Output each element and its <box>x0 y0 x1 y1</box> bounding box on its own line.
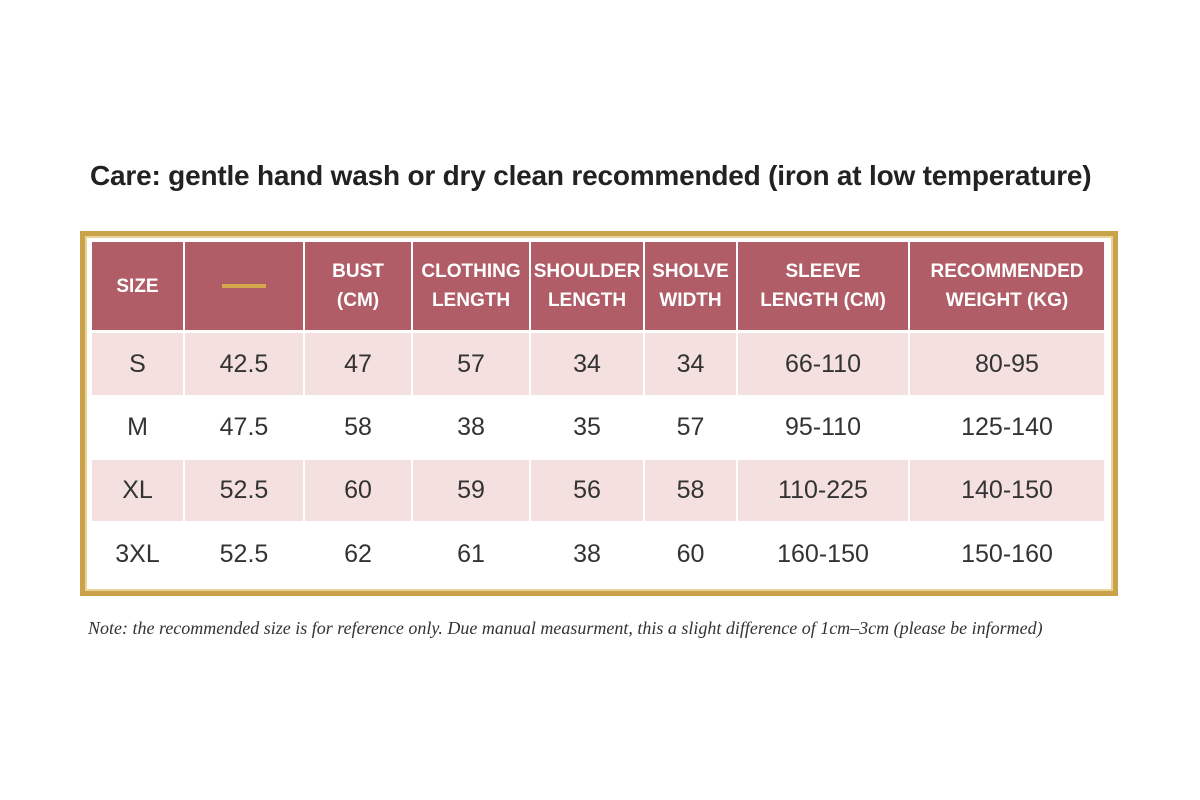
header-cell: SHOULDER LENGTH <box>531 242 645 330</box>
care-title: Care: gentle hand wash or dry clean reco… <box>90 160 1092 191</box>
table-cell: 35 <box>531 397 645 458</box>
table-cell: 38 <box>531 523 645 585</box>
note: Note: the recommended size is for refere… <box>88 618 1043 638</box>
header-text: LENGTH (CM) <box>760 290 886 311</box>
size-table: SIZE BUST (CM) CLOTHING LENGTH SHOULDER LENGTH… <box>92 242 1106 585</box>
table-cell: 125-140 <box>910 397 1106 458</box>
table-cell: 58 <box>645 460 738 521</box>
header-cell: SIZE <box>92 242 185 330</box>
header-text: LENGTH <box>547 290 627 311</box>
header-text: RECOMMENDED <box>930 261 1084 282</box>
header-text: SIZE <box>116 275 159 297</box>
table-cell: S <box>92 333 185 395</box>
header-text: SLEEVE <box>785 261 861 282</box>
table-cell: 38 <box>413 397 531 458</box>
table-cell: 110-225 <box>738 460 910 521</box>
header-cell: SHOLVE WIDTH <box>645 242 738 330</box>
header-text: (CM) <box>336 290 380 311</box>
table-cell: XL <box>92 460 185 521</box>
table-cell: 3XL <box>92 523 185 585</box>
table-cell: 57 <box>413 333 531 395</box>
table-cell: 42.5 <box>185 333 305 395</box>
table-cell: 58 <box>305 397 413 458</box>
table-cell: 52.5 <box>185 460 305 521</box>
table-cell: 160-150 <box>738 523 910 585</box>
table-cell: 34 <box>645 333 738 395</box>
table-cell: 59 <box>413 460 531 521</box>
header-cell: BUST (CM) <box>305 242 413 330</box>
table-cell: 57 <box>645 397 738 458</box>
header-cell: RECOMMENDED WEIGHT (KG) <box>910 242 1106 330</box>
header-cell: SLEEVE LENGTH (CM) <box>738 242 910 330</box>
table-cell: 60 <box>305 460 413 521</box>
table-cell: 60 <box>645 523 738 585</box>
gold-dash <box>222 284 266 288</box>
table-cell: 80-95 <box>910 333 1106 395</box>
header-text: CLOTHING <box>421 261 521 282</box>
table-cell: 95-110 <box>738 397 910 458</box>
header-text: WEIGHT (KG) <box>945 290 1069 311</box>
table-cell: 62 <box>305 523 413 585</box>
table-cell: 150-160 <box>910 523 1106 585</box>
header-text: SHOULDER <box>533 261 641 282</box>
table-cell: 47.5 <box>185 397 305 458</box>
table-cell: 61 <box>413 523 531 585</box>
header-text: WIDTH <box>659 290 722 311</box>
table-cell: M <box>92 397 185 458</box>
table-cell: 140-150 <box>910 460 1106 521</box>
header-cell <box>185 242 305 330</box>
header-text: LENGTH <box>431 290 511 311</box>
table-cell: 34 <box>531 333 645 395</box>
header-text: SHOLVE <box>652 261 729 282</box>
header-cell: CLOTHING LENGTH <box>413 242 531 330</box>
header-text: BUST <box>332 261 384 282</box>
table-cell: 66-110 <box>738 333 910 395</box>
table-cell: 47 <box>305 333 413 395</box>
table-cell: 52.5 <box>185 523 305 585</box>
table-cell: 56 <box>531 460 645 521</box>
